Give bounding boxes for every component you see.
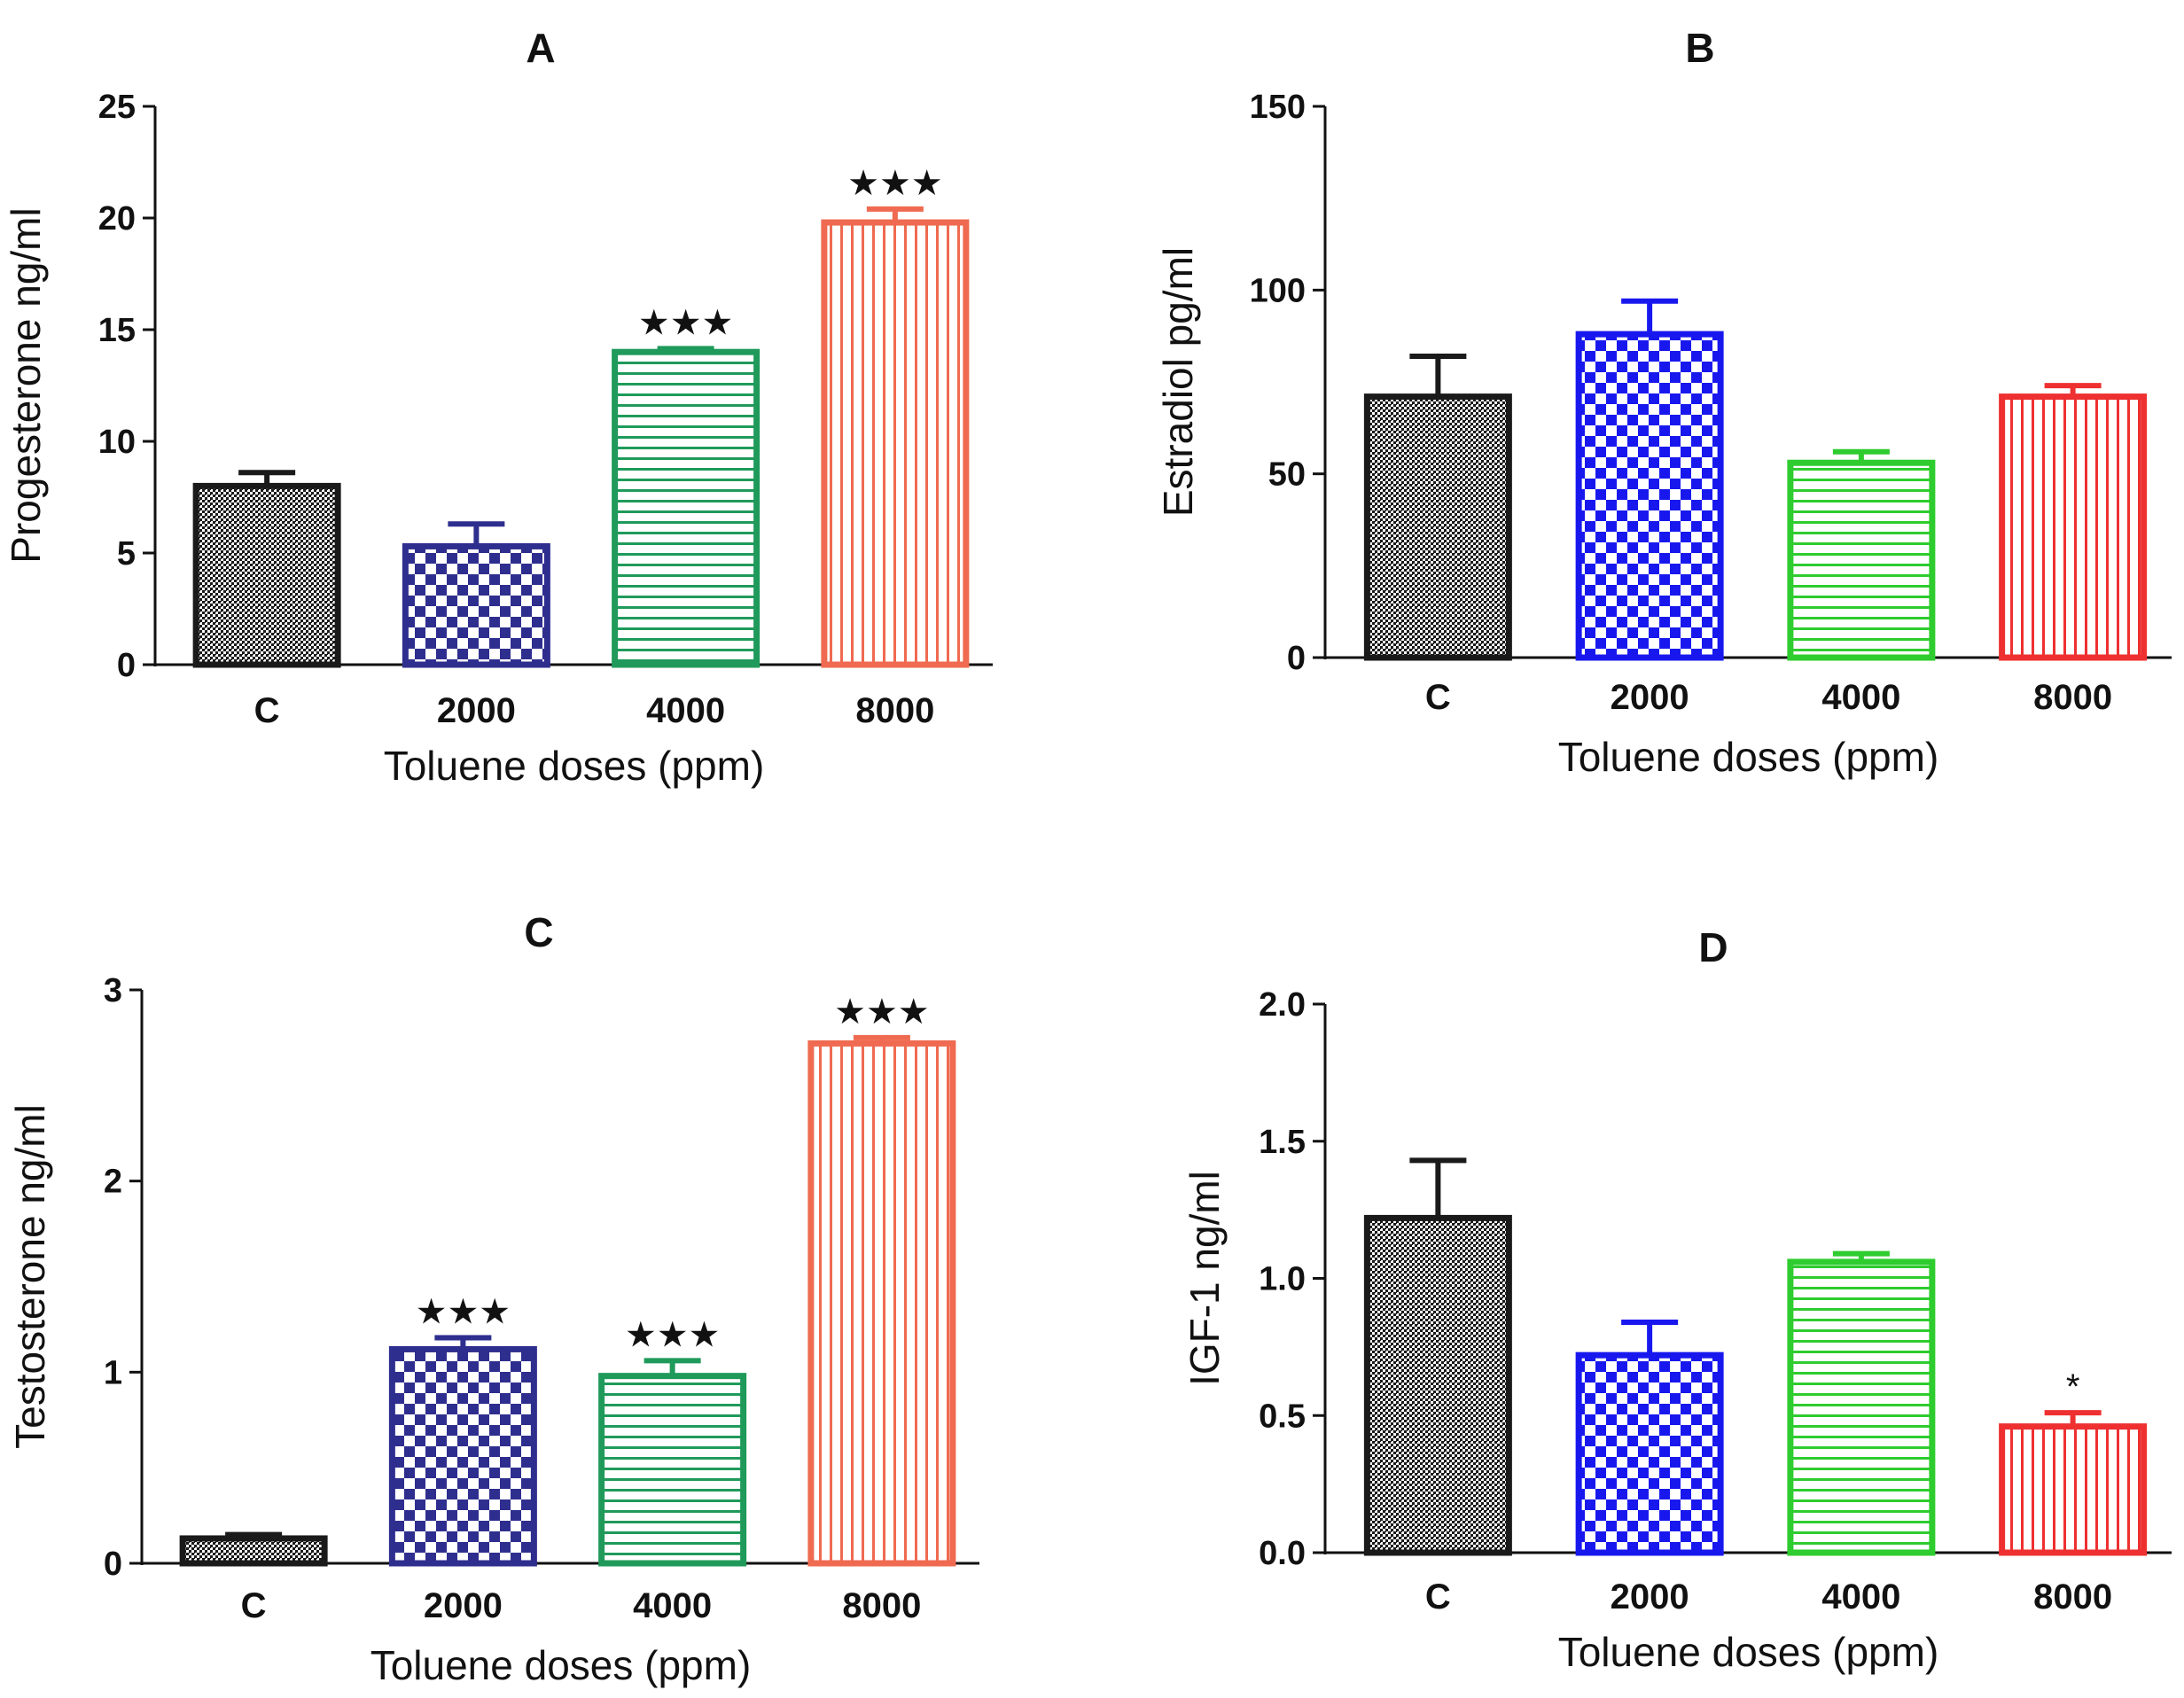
- x-axis-title: Toluene doses (ppm): [1558, 734, 1939, 780]
- significance-marker: ★★★: [625, 1315, 721, 1354]
- y-tick-label: 25: [98, 89, 136, 126]
- x-tick-label: 8000: [855, 691, 934, 730]
- bar-c-C: [179, 1535, 328, 1567]
- y-axis-title: Estradiol pg/ml: [1155, 247, 1201, 517]
- bar-b-4000: [1787, 459, 1936, 661]
- x-tick-label: C: [254, 691, 280, 730]
- bar-d-C: [1363, 1214, 1512, 1556]
- y-tick-label: 2.0: [1259, 986, 1306, 1024]
- x-tick-label: C: [1425, 678, 1451, 717]
- significance-marker: ★★★: [834, 993, 930, 1032]
- bar-a-8000: [821, 219, 970, 668]
- panel-letter: C: [524, 909, 553, 955]
- y-tick-label: 20: [98, 200, 136, 238]
- significance-marker: ★★★: [638, 303, 734, 342]
- y-tick-label: 3: [104, 972, 122, 1009]
- y-tick-label: 100: [1250, 272, 1306, 309]
- y-axis-title: IGF-1 ng/ml: [1182, 1171, 1228, 1386]
- y-tick-label: 0: [104, 1546, 122, 1583]
- chart-panel-a: A 0 5 10 15 20 25 Progesterone ng/ml Toluene dos…: [3, 25, 993, 789]
- y-tick-label: 0.5: [1259, 1398, 1306, 1435]
- x-tick-label: 8000: [842, 1586, 921, 1625]
- bar-a-C: [192, 482, 341, 668]
- bar-b-8000: [1999, 393, 2148, 661]
- y-tick-label: 0.0: [1259, 1535, 1306, 1572]
- y-tick-label: 0: [1287, 640, 1306, 677]
- panel-letter: B: [1685, 25, 1714, 71]
- bar-d-2000: [1575, 1351, 1724, 1556]
- y-tick-label: 5: [117, 535, 136, 572]
- x-tick-label: 8000: [2033, 678, 2112, 717]
- bar-d-8000: [1999, 1423, 2148, 1556]
- bar-a-4000: [612, 348, 760, 668]
- x-tick-label: 2000: [1611, 1577, 1689, 1616]
- bar-a-2000: [402, 542, 550, 668]
- chart-panel-d: D 0.0 0.5 1.0 1.5 2.0 IGF-1 ng/ml Toluene doses…: [1182, 924, 2172, 1675]
- bar-c-2000: [388, 1345, 537, 1567]
- y-tick-label: 10: [98, 424, 136, 461]
- bar-d-4000: [1787, 1258, 1936, 1556]
- y-tick-label: 15: [98, 312, 136, 349]
- x-tick-label: 2000: [437, 691, 516, 730]
- y-axis-title: Testosterone ng/ml: [7, 1104, 53, 1449]
- x-tick-label: 4000: [633, 1586, 712, 1625]
- x-tick-label: 4000: [1821, 1577, 1900, 1616]
- x-tick-label: 8000: [2033, 1577, 2112, 1616]
- y-tick-label: 1: [104, 1354, 122, 1391]
- bar-b-2000: [1575, 331, 1724, 661]
- bar-c-8000: [807, 1040, 956, 1567]
- y-tick-label: 50: [1268, 456, 1306, 494]
- y-tick-label: 150: [1250, 89, 1306, 126]
- significance-marker: ★★★: [416, 1293, 511, 1332]
- y-tick-label: 2: [104, 1164, 122, 1201]
- x-axis-title: Toluene doses (ppm): [1558, 1629, 1939, 1675]
- significance-marker: ★★★: [847, 164, 943, 203]
- x-tick-label: C: [1425, 1577, 1451, 1616]
- x-axis-title: Toluene doses (ppm): [370, 1642, 752, 1688]
- x-tick-label: 2000: [1611, 678, 1689, 717]
- y-tick-label: 1.0: [1259, 1261, 1306, 1298]
- x-axis-title: Toluene doses (ppm): [384, 743, 765, 789]
- panel-letter: D: [1698, 924, 1728, 970]
- x-tick-label: C: [241, 1586, 267, 1625]
- panel-letter: A: [526, 25, 555, 71]
- significance-marker: *: [2066, 1367, 2080, 1406]
- x-tick-label: 4000: [646, 691, 725, 730]
- x-tick-label: 2000: [424, 1586, 503, 1625]
- bar-c-4000: [598, 1373, 747, 1567]
- y-tick-label: 1.5: [1259, 1124, 1306, 1161]
- x-tick-label: 4000: [1821, 678, 1900, 717]
- bar-b-C: [1363, 393, 1512, 661]
- chart-panel-b: B 0 50 100 150 Estradiol pg/ml Toluene doses (…: [1155, 25, 2172, 780]
- chart-panel-c: C 0 1 2 3 Testosterone ng/ml Toluene doses (pp…: [7, 909, 979, 1688]
- y-tick-label: 0: [117, 647, 136, 684]
- y-axis-title: Progesterone ng/ml: [3, 207, 49, 563]
